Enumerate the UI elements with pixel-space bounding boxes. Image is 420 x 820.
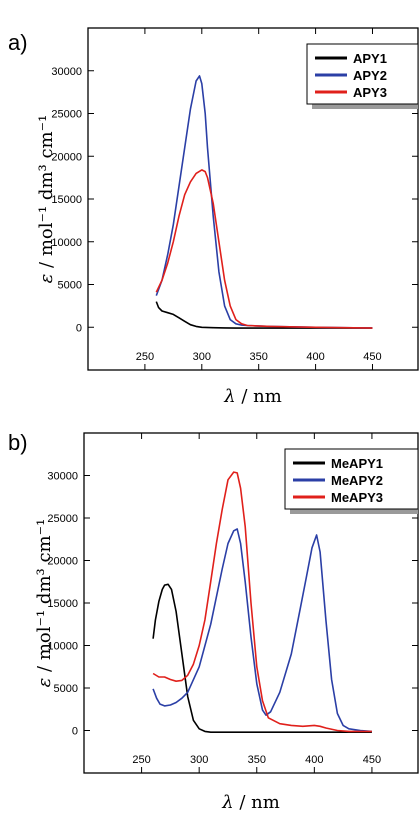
y-axis-unit: / mol⁻¹ dm³ cm⁻¹ [36, 115, 57, 274]
legend-label: MeAPY3 [331, 490, 383, 505]
x-axis-unit: / nm [236, 386, 282, 407]
series-line-meapy2 [152, 528, 372, 733]
y-tick-label: 25000 [47, 513, 78, 525]
x-tick-label: 300 [193, 351, 211, 363]
series-line-apy3 [155, 169, 373, 329]
y-tick-label: 20000 [51, 151, 82, 163]
y-tick-label: 5000 [58, 280, 82, 292]
y-axis-title: ε / mol⁻¹ dm³ cm⁻¹ [36, 115, 57, 284]
legend-label: APY3 [353, 85, 387, 100]
y-tick-label: 20000 [47, 556, 78, 568]
series-line-meapy3 [152, 471, 372, 733]
x-axis-title: λ / nm [221, 792, 280, 813]
x-tick-label: 250 [136, 351, 154, 363]
x-tick-label: 400 [306, 351, 324, 363]
y-axis-symbol: ε [34, 678, 55, 688]
panel-label: a) [8, 30, 28, 55]
y-tick-label: 10000 [47, 641, 78, 653]
x-tick-label: 350 [248, 754, 266, 766]
y-tick-label: 0 [76, 322, 82, 334]
legend-label: APY1 [353, 51, 387, 66]
x-axis-symbol: λ [221, 792, 233, 813]
legend-label: MeAPY1 [331, 456, 383, 471]
y-tick-label: 0 [72, 726, 78, 738]
panel-label: b) [8, 430, 28, 455]
x-tick-label: 300 [190, 754, 208, 766]
series-line-apy2 [155, 75, 373, 329]
y-tick-label: 30000 [51, 66, 82, 78]
y-axis-title: ε / mol⁻¹ dm³ cm⁻¹ [34, 519, 55, 688]
y-axis-unit: / mol⁻¹ dm³ cm⁻¹ [34, 519, 55, 678]
x-axis-unit: / nm [234, 792, 280, 813]
y-tick-label: 15000 [47, 598, 78, 610]
y-tick-label: 15000 [51, 194, 82, 206]
x-tick-label: 350 [250, 351, 268, 363]
y-tick-label: 30000 [47, 471, 78, 483]
y-tick-label: 25000 [51, 109, 82, 121]
series-line-apy1 [155, 301, 373, 329]
x-tick-label: 450 [363, 351, 381, 363]
legend-label: MeAPY2 [331, 473, 383, 488]
y-tick-label: 5000 [54, 683, 78, 695]
x-axis-title: λ / nm [223, 386, 282, 407]
legend-label: APY2 [353, 68, 387, 83]
series-line-meapy1 [152, 583, 372, 734]
panel-a: a) 0 5000 10000 15000 20000 25000 30000 250 300 35… [8, 27, 419, 407]
x-tick-label: 400 [305, 754, 323, 766]
y-tick-label: 10000 [51, 237, 82, 249]
panel-b: b) 0 5000 10000 15000 20000 25000 30000 250 300 35… [8, 430, 419, 813]
y-axis-symbol: ε [36, 274, 57, 284]
x-tick-label: 450 [363, 754, 381, 766]
x-axis-symbol: λ [223, 386, 235, 407]
x-tick-label: 250 [132, 754, 150, 766]
